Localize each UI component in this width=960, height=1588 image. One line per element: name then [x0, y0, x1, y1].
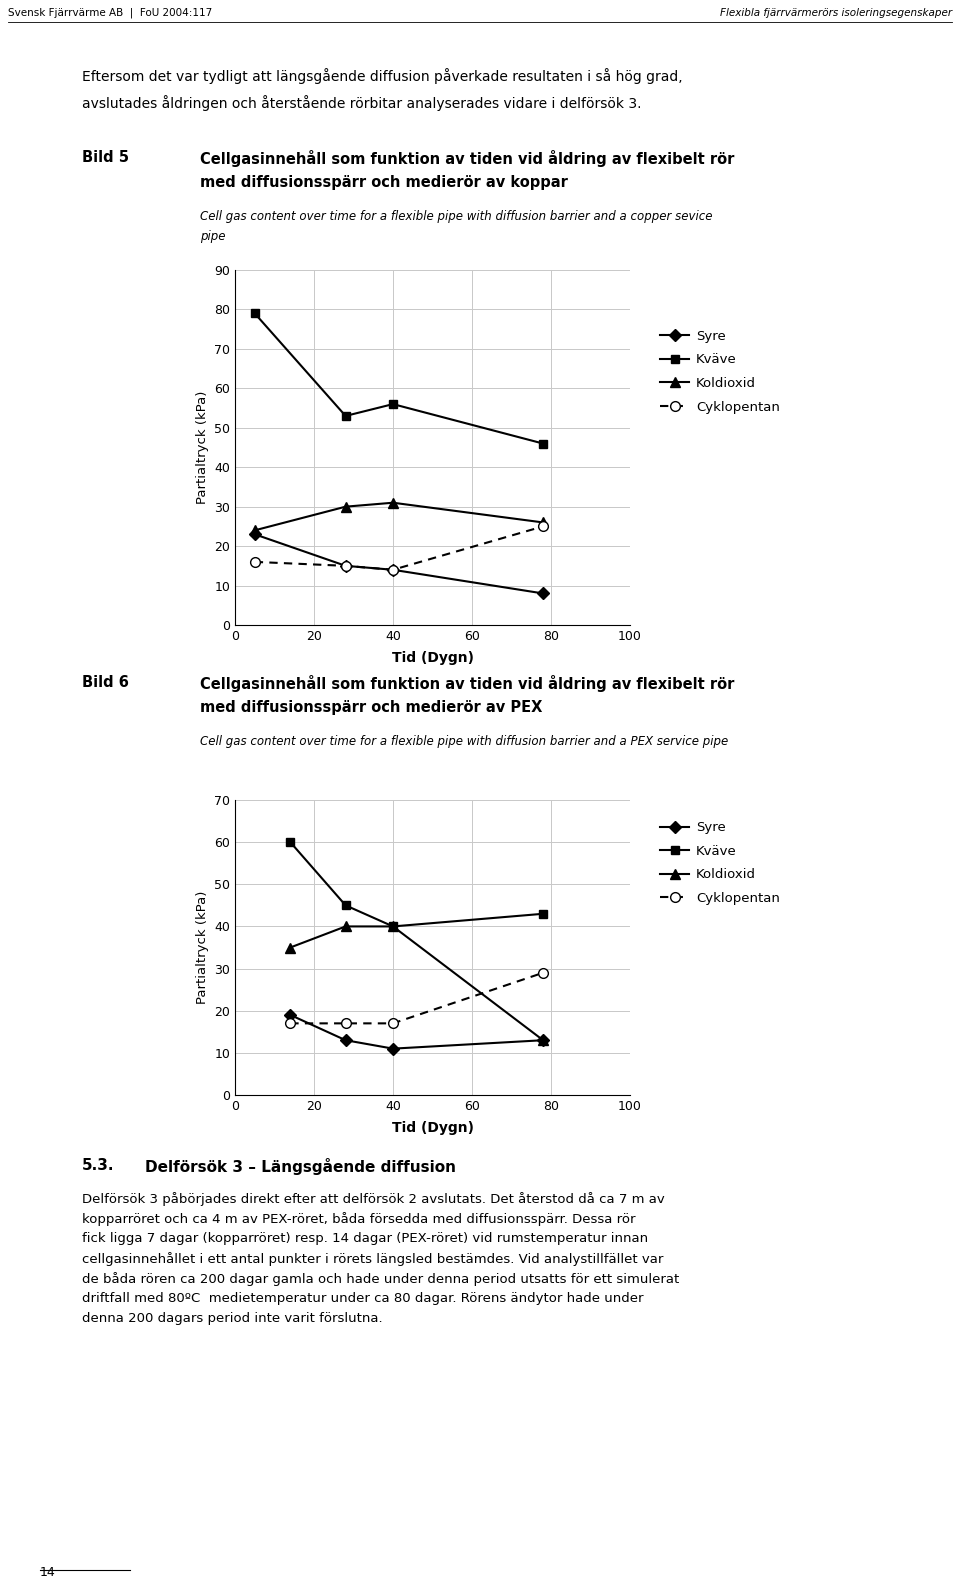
- Y-axis label: Partialtryck (kPa): Partialtryck (kPa): [196, 891, 208, 1004]
- X-axis label: Tid (Dygn): Tid (Dygn): [392, 1121, 473, 1135]
- Y-axis label: Partialtryck (kPa): Partialtryck (kPa): [196, 391, 208, 503]
- Text: Bild 5: Bild 5: [82, 149, 129, 165]
- Text: 14: 14: [40, 1566, 56, 1578]
- Text: kopparröret och ca 4 m av PEX-röret, båda försedda med diffusionsspärr. Dessa rö: kopparröret och ca 4 m av PEX-röret, båd…: [82, 1212, 636, 1226]
- Text: Flexibla fjärrvärmerörs isoleringsegenskaper: Flexibla fjärrvärmerörs isoleringsegensk…: [720, 8, 952, 17]
- Text: med diffusionsspärr och medierör av PEX: med diffusionsspärr och medierör av PEX: [200, 700, 542, 715]
- Text: de båda rören ca 200 dagar gamla och hade under denna period utsatts för ett sim: de båda rören ca 200 dagar gamla och had…: [82, 1272, 680, 1286]
- Text: Svensk Fjärrvärme AB  |  FoU 2004:117: Svensk Fjärrvärme AB | FoU 2004:117: [8, 8, 212, 19]
- Text: Eftersom det var tydligt att längsgående diffusion påverkade resultaten i så hög: Eftersom det var tydligt att längsgående…: [82, 68, 683, 84]
- Text: Cellgasinnehåll som funktion av tiden vid åldring av flexibelt rör: Cellgasinnehåll som funktion av tiden vi…: [200, 675, 734, 692]
- Text: cellgasinnehållet i ett antal punkter i rörets längsled bestämdes. Vid analystil: cellgasinnehållet i ett antal punkter i …: [82, 1251, 663, 1266]
- Text: avslutades åldringen och återstående rörbitar analyserades vidare i delförsök 3.: avslutades åldringen och återstående rör…: [82, 95, 641, 111]
- Text: med diffusionsspärr och medierör av koppar: med diffusionsspärr och medierör av kopp…: [200, 175, 568, 191]
- Text: Cellgasinnehåll som funktion av tiden vid åldring av flexibelt rör: Cellgasinnehåll som funktion av tiden vi…: [200, 149, 734, 167]
- Text: driftfall med 80ºC  medietemperatur under ca 80 dagar. Rörens ändytor hade under: driftfall med 80ºC medietemperatur under…: [82, 1293, 643, 1305]
- Text: fick ligga 7 dagar (kopparröret) resp. 14 dagar (PEX-röret) vid rumstemperatur i: fick ligga 7 dagar (kopparröret) resp. 1…: [82, 1232, 648, 1245]
- X-axis label: Tid (Dygn): Tid (Dygn): [392, 651, 473, 665]
- Text: Bild 6: Bild 6: [82, 675, 129, 691]
- Text: Delförsök 3 – Längsgående diffusion: Delförsök 3 – Längsgående diffusion: [145, 1158, 456, 1175]
- Text: 5.3.: 5.3.: [82, 1158, 114, 1174]
- Text: Cell gas content over time for a flexible pipe with diffusion barrier and a copp: Cell gas content over time for a flexibl…: [200, 210, 712, 222]
- Text: pipe: pipe: [200, 230, 226, 243]
- Text: denna 200 dagars period inte varit förslutna.: denna 200 dagars period inte varit försl…: [82, 1312, 383, 1324]
- Text: Cell gas content over time for a flexible pipe with diffusion barrier and a PEX : Cell gas content over time for a flexibl…: [200, 735, 729, 748]
- Legend: Syre, Kväve, Koldioxid, Cyklopentan: Syre, Kväve, Koldioxid, Cyklopentan: [660, 330, 780, 413]
- Legend: Syre, Kväve, Koldioxid, Cyklopentan: Syre, Kväve, Koldioxid, Cyklopentan: [660, 821, 780, 905]
- Text: Delförsök 3 påbörjades direkt efter att delförsök 2 avslutats. Det återstod då c: Delförsök 3 påbörjades direkt efter att …: [82, 1193, 664, 1205]
